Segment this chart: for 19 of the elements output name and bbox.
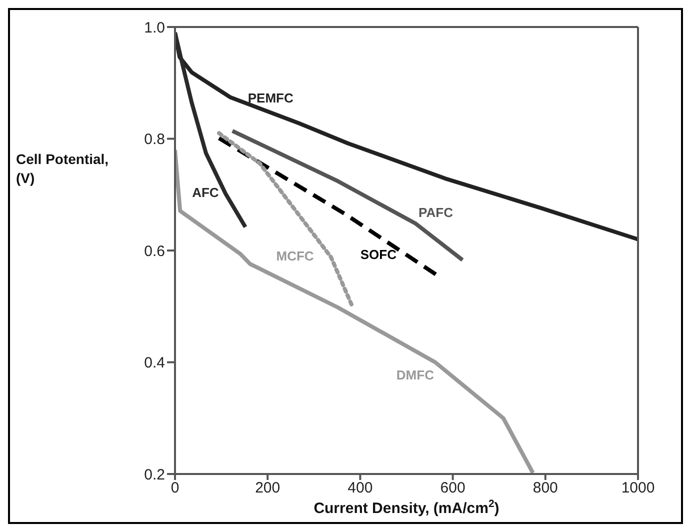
x-tick-label: 600 bbox=[440, 480, 466, 497]
x-tick-label: 200 bbox=[255, 480, 280, 497]
y-tick-label: 0.6 bbox=[144, 242, 165, 260]
series-label: MCFC bbox=[276, 248, 314, 264]
y-tick-label: 0.2 bbox=[144, 466, 165, 484]
x-axis-title: Current Density, (mA/cm$^{2}$) bbox=[314, 498, 500, 517]
y-tick-label: 0.4 bbox=[144, 354, 165, 372]
series-label: DMFC bbox=[396, 368, 435, 383]
y-axis-title: Cell Potential, (V) bbox=[16, 150, 110, 188]
series-label: SOFC bbox=[360, 247, 398, 262]
x-tick-label: 800 bbox=[532, 480, 558, 497]
x-tick-label: 0 bbox=[170, 480, 180, 497]
series-label: PEMFC bbox=[248, 90, 294, 106]
series-label: PAFC bbox=[418, 205, 454, 220]
y-tick-label: 0.8 bbox=[144, 131, 165, 148]
y-tick-label: 1.0 bbox=[144, 19, 165, 36]
x-tick-label: 400 bbox=[348, 480, 373, 497]
series-label: AFC bbox=[192, 184, 220, 200]
x-tick-label: 1000 bbox=[621, 480, 655, 497]
